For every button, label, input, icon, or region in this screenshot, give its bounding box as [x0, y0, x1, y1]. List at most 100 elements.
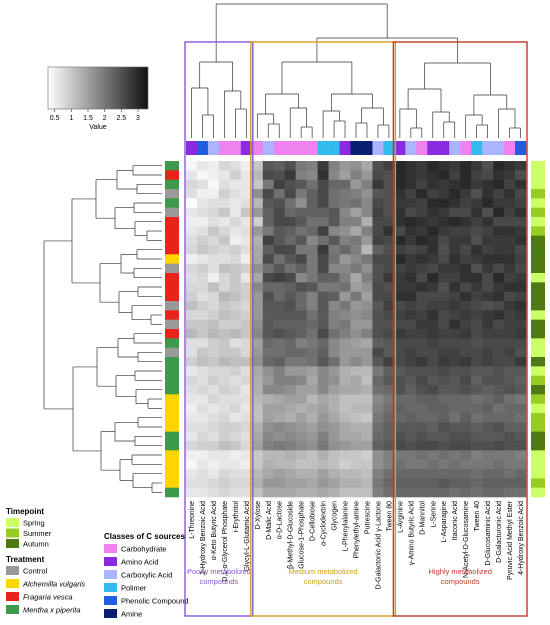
- heatmap-cell: [482, 282, 494, 292]
- heatmap-cell: [229, 338, 242, 348]
- heatmap-cell: [361, 179, 373, 190]
- heatmap-cell: [273, 347, 286, 358]
- heatmap-cell: [262, 217, 275, 227]
- heatmap-cell: [471, 366, 483, 376]
- heatmap-cell: [251, 189, 264, 199]
- heatmap-cell: [504, 450, 516, 460]
- legend-swatch: [6, 566, 19, 575]
- heatmap-cell: [471, 459, 483, 470]
- heatmap-cell: [372, 273, 384, 283]
- treatment-bar-cell: [165, 207, 179, 218]
- heatmap-cell: [361, 413, 373, 423]
- heatmap-cell: [383, 422, 395, 432]
- heatmap-cell: [207, 459, 220, 470]
- heatmap-cell: [405, 301, 417, 311]
- treatment-bar-cell: [165, 431, 179, 442]
- heatmap-cell: [229, 403, 242, 414]
- heatmap-cell: [273, 170, 286, 180]
- heatmap-cell: [328, 319, 340, 330]
- heatmap-cell: [482, 357, 494, 367]
- heatmap-cell: [405, 385, 417, 395]
- heatmap-cell: [306, 375, 318, 386]
- heatmap-cell: [328, 469, 340, 479]
- heatmap-cell: [471, 319, 483, 330]
- heatmap-cell: [229, 263, 242, 274]
- heatmap-cell: [460, 422, 472, 432]
- column-label: L-Threonine: [189, 501, 196, 539]
- heatmap-cell: [361, 347, 373, 358]
- heatmap-cell: [427, 422, 439, 432]
- heatmap-cell: [186, 394, 198, 404]
- heatmap-cell: [504, 254, 516, 264]
- heatmap-cell: [460, 450, 472, 460]
- heatmap-cell: [438, 245, 450, 255]
- heatmap-cell: [504, 338, 516, 348]
- color-key-label: Value: [89, 124, 106, 131]
- heatmap-cell: [493, 394, 505, 404]
- heatmap-cell: [504, 245, 516, 255]
- heatmap-cell: [328, 291, 340, 302]
- heatmap-cell: [394, 226, 406, 236]
- heatmap-cell: [196, 375, 209, 386]
- column-label: Glycyl-L-Glutamic Acid: [244, 501, 251, 572]
- heatmap-cell: [262, 431, 275, 442]
- heatmap-cell: [273, 217, 286, 227]
- heatmap-cell: [196, 273, 209, 283]
- heatmap-cell: [361, 189, 373, 199]
- heatmap-cell: [383, 459, 395, 470]
- heatmap-cell: [416, 431, 428, 442]
- heatmap-cell: [460, 394, 472, 404]
- heatmap-cell: [262, 254, 275, 264]
- heatmap-cell: [438, 394, 450, 404]
- heatmap-cell: [306, 310, 318, 320]
- heatmap-cell: [504, 282, 516, 292]
- heatmap-cell: [416, 235, 428, 246]
- heatmap-cell: [350, 422, 362, 432]
- heatmap-cell: [438, 366, 450, 376]
- heatmap-cell: [218, 413, 231, 423]
- heatmap-cell: [460, 235, 472, 246]
- heatmap-cell: [471, 338, 483, 348]
- heatmap-cell: [207, 441, 220, 451]
- heatmap-cell: [405, 478, 417, 488]
- heatmap-cell: [186, 282, 198, 292]
- heatmap-cell: [504, 329, 516, 339]
- heatmap-cell: [317, 450, 329, 460]
- heatmap-cell: [240, 310, 253, 320]
- heatmap-cell: [218, 291, 231, 302]
- heatmap-cell: [372, 422, 384, 432]
- group-label-line2: compounds: [304, 577, 343, 586]
- class-bar-cell: [515, 141, 527, 155]
- heatmap-cell: [515, 487, 527, 498]
- heatmap-cell: [416, 394, 428, 404]
- heatmap-cell: [416, 189, 428, 199]
- heatmap-cell: [328, 375, 340, 386]
- heatmap-cell: [306, 357, 318, 367]
- heatmap-cell: [328, 198, 340, 208]
- heatmap-cell: [361, 487, 373, 498]
- heatmap-cell: [350, 263, 362, 274]
- heatmap-cell: [251, 226, 264, 236]
- heatmap-cell: [383, 413, 395, 423]
- heatmap-cell: [306, 301, 318, 311]
- heatmap-cell: [361, 282, 373, 292]
- heatmap-cell: [262, 487, 275, 498]
- heatmap-cell: [427, 385, 439, 395]
- heatmap-cell: [339, 375, 351, 386]
- heatmap-cell: [394, 179, 406, 190]
- heatmap-cell: [416, 469, 428, 479]
- heatmap-cell: [328, 310, 340, 320]
- class-bar-cell: [460, 141, 472, 155]
- heatmap-cell: [251, 254, 264, 264]
- legend-classes-title: Classes of C sources: [104, 532, 185, 541]
- heatmap-cell: [186, 431, 198, 442]
- heatmap-cell: [460, 207, 472, 218]
- heatmap-cell: [394, 347, 406, 358]
- heatmap-cell: [416, 478, 428, 488]
- heatmap-cell: [207, 357, 220, 367]
- heatmap-cell: [240, 170, 253, 180]
- heatmap-cell: [218, 235, 231, 246]
- heatmap-cell: [262, 441, 275, 451]
- heatmap-cell: [427, 403, 439, 414]
- heatmap-cell: [383, 487, 395, 498]
